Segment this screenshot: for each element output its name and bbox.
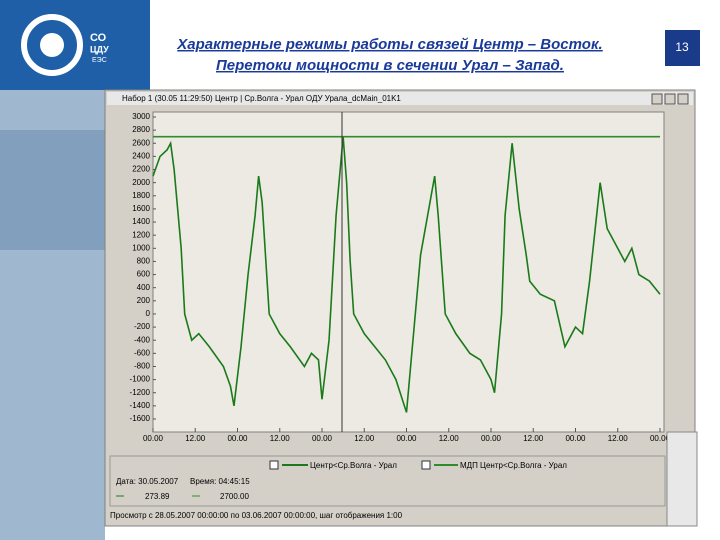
slide-title: Перетоки мощности в сечении Урал – Запад… <box>216 57 564 74</box>
y-tick-label: 3000 <box>132 112 150 121</box>
readout: 2700.00 <box>220 492 249 501</box>
readout: 273.89 <box>145 492 170 501</box>
y-tick-label: 2600 <box>132 138 150 147</box>
x-tick-label: 00.00 <box>481 434 502 443</box>
window-title: Набор 1 (30.05 11:29:50) Центр | Ср.Волг… <box>122 94 401 103</box>
logo-text: ЕЭС <box>92 57 107 64</box>
y-tick-label: 1000 <box>132 243 150 252</box>
x-tick-label: 00.00 <box>565 434 586 443</box>
y-tick-label: 2800 <box>132 125 150 134</box>
side-panel <box>666 431 698 527</box>
y-tick-label: 2200 <box>132 165 150 174</box>
logo-text: ЦДУ <box>90 44 109 54</box>
y-tick-label: -1200 <box>130 388 151 397</box>
x-tick-label: 00.00 <box>227 434 248 443</box>
y-tick-label: 1400 <box>132 217 150 226</box>
x-tick-label: 00.00 <box>650 434 671 443</box>
y-tick-label: -1600 <box>130 414 151 423</box>
series-line <box>152 136 661 413</box>
x-tick-label: 12.00 <box>439 434 460 443</box>
y-tick-label: -1400 <box>130 401 151 410</box>
maximize-button[interactable] <box>664 93 676 105</box>
y-tick-label: 1200 <box>132 230 150 239</box>
x-tick-label: 12.00 <box>608 434 629 443</box>
close-button[interactable] <box>677 93 689 105</box>
page-number-box <box>665 30 700 66</box>
cursor-date: Дата: 30.05.2007 <box>116 477 179 486</box>
y-tick-label: -800 <box>134 362 151 371</box>
legend-panel <box>109 455 666 507</box>
y-tick-label: -400 <box>134 335 151 344</box>
x-tick-label: 12.00 <box>185 434 206 443</box>
y-tick-label: -600 <box>134 348 151 357</box>
x-tick-label: 12.00 <box>523 434 544 443</box>
y-tick-label: 2400 <box>132 152 150 161</box>
y-tick-label: 200 <box>137 296 151 305</box>
legend-label: МДП Центр<Ср.Волга - Урал <box>460 461 567 470</box>
logo-text: СО <box>90 32 107 44</box>
legend-checkbox[interactable] <box>269 460 279 470</box>
x-tick-label: 00.00 <box>396 434 417 443</box>
y-tick-label: -200 <box>134 322 151 331</box>
cursor-time: Время: 04:45:15 <box>190 477 250 486</box>
x-tick-label: 00.00 <box>143 434 164 443</box>
x-tick-label: 00.00 <box>312 434 333 443</box>
y-tick-label: 1600 <box>132 204 150 213</box>
window-titlebar <box>107 92 693 105</box>
minimize-button[interactable] <box>651 93 663 105</box>
y-tick-label: -1000 <box>130 375 151 384</box>
y-tick-label: 400 <box>137 283 151 292</box>
y-tick-label: 1800 <box>132 191 150 200</box>
side-image-detail <box>0 130 105 250</box>
y-tick-label: 800 <box>137 257 151 266</box>
page-number: 13 <box>675 40 689 54</box>
logo-circle <box>21 14 83 76</box>
x-tick-label: 12.00 <box>270 434 291 443</box>
x-tick-label: 12.00 <box>354 434 375 443</box>
logo-core <box>40 33 64 57</box>
status-bar: Просмотр с 28.05.2007 00:00:00 по 03.06.… <box>110 511 403 520</box>
y-tick-label: 0 <box>146 309 151 318</box>
slide-title: Характерные режимы работы связей Центр –… <box>176 36 602 53</box>
legend-label: Центр<Ср.Волга - Урал <box>310 461 397 470</box>
plot-area <box>152 111 665 433</box>
legend-checkbox[interactable] <box>421 460 431 470</box>
y-tick-label: 2000 <box>132 178 150 187</box>
y-tick-label: 600 <box>137 270 151 279</box>
